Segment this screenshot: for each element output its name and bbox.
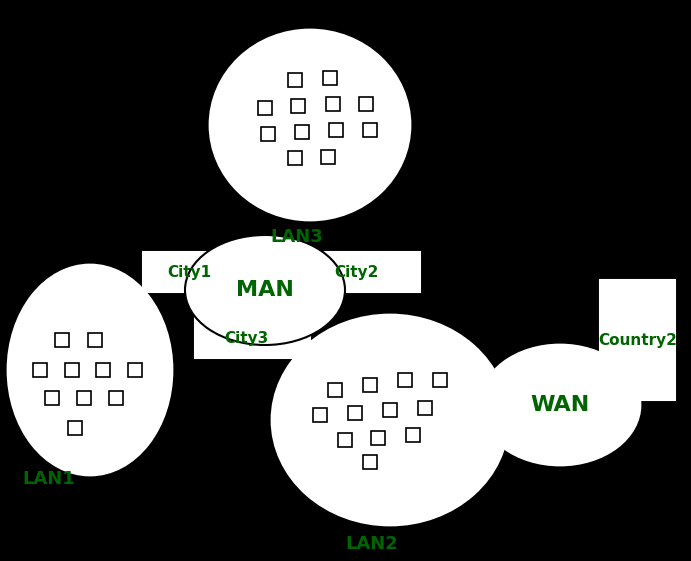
Bar — [88, 333, 102, 347]
Ellipse shape — [480, 345, 640, 465]
Bar — [363, 123, 377, 137]
Bar — [143, 252, 258, 292]
Bar — [433, 373, 447, 387]
Ellipse shape — [8, 265, 172, 475]
Bar — [313, 408, 327, 422]
Bar — [338, 433, 352, 447]
Bar — [45, 391, 59, 405]
Bar — [398, 373, 412, 387]
Bar — [33, 363, 47, 377]
Text: LAN1: LAN1 — [22, 470, 75, 488]
Text: City3: City3 — [225, 330, 269, 346]
Ellipse shape — [185, 235, 345, 345]
Text: MAN: MAN — [236, 280, 294, 300]
Bar — [363, 455, 377, 469]
Text: City1: City1 — [167, 264, 211, 279]
Bar — [329, 123, 343, 137]
Bar — [328, 383, 342, 397]
Bar — [363, 378, 377, 392]
Ellipse shape — [210, 30, 410, 220]
Bar — [109, 391, 123, 405]
Bar — [195, 318, 310, 358]
Text: City2: City2 — [334, 264, 379, 279]
Bar — [323, 71, 337, 85]
Text: LAN2: LAN2 — [345, 535, 398, 553]
Bar — [418, 401, 432, 415]
Bar — [288, 73, 302, 87]
Bar — [96, 363, 110, 377]
Bar — [348, 406, 362, 420]
Bar — [383, 403, 397, 417]
Bar — [55, 333, 69, 347]
Bar — [291, 99, 305, 113]
Bar — [305, 252, 420, 292]
Text: WAN: WAN — [531, 395, 589, 415]
Bar — [321, 150, 335, 164]
Bar — [128, 363, 142, 377]
Ellipse shape — [272, 315, 508, 525]
Bar — [261, 127, 275, 141]
Bar — [371, 431, 385, 445]
Bar — [600, 280, 675, 400]
Bar — [359, 97, 373, 111]
Bar — [77, 391, 91, 405]
Bar — [295, 125, 309, 139]
Text: Country2: Country2 — [598, 333, 677, 347]
Bar — [65, 363, 79, 377]
Text: LAN3: LAN3 — [270, 228, 323, 246]
Bar — [406, 428, 420, 442]
Bar — [326, 97, 340, 111]
Bar — [288, 151, 302, 165]
Bar — [258, 101, 272, 115]
Bar — [68, 421, 82, 435]
